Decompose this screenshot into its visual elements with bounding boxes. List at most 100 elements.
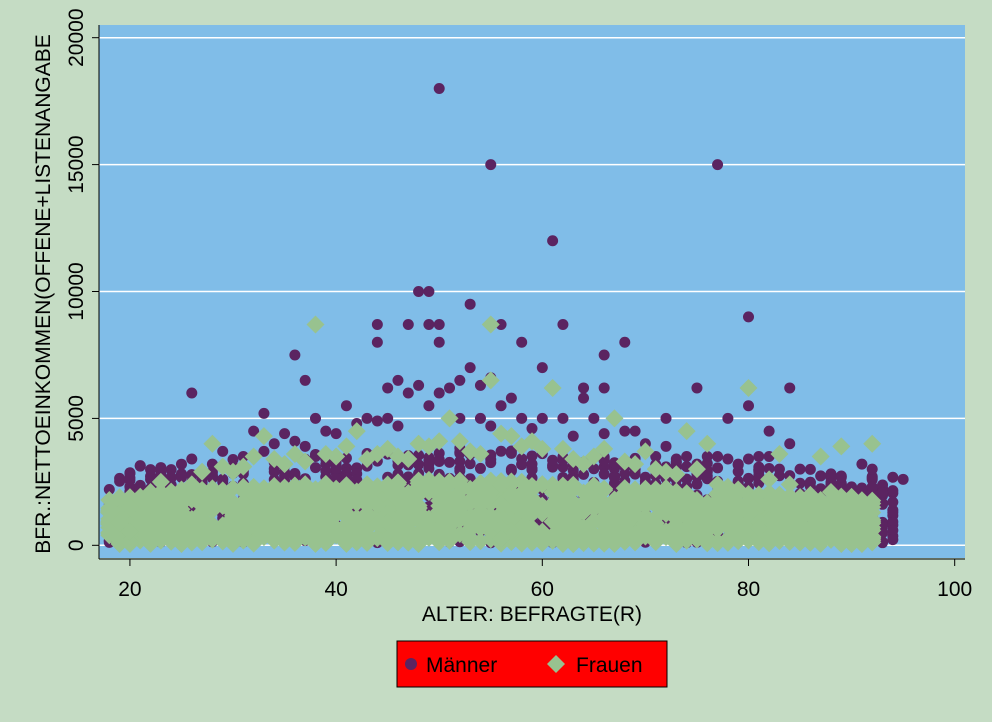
point-maenner bbox=[804, 463, 816, 475]
point-frauen bbox=[595, 481, 614, 500]
point-frauen bbox=[523, 533, 541, 552]
point-frauen bbox=[502, 485, 521, 504]
point-frauen bbox=[275, 522, 294, 541]
point-frauen bbox=[533, 504, 552, 523]
point-maenner bbox=[330, 428, 342, 440]
point-maenner bbox=[330, 472, 342, 484]
point-maenner bbox=[258, 445, 270, 457]
point-maenner bbox=[722, 453, 734, 465]
point-maenner bbox=[444, 382, 456, 394]
point-maenner bbox=[856, 482, 868, 494]
point-maenner bbox=[371, 415, 383, 427]
point-maenner bbox=[392, 420, 404, 432]
point-maenner bbox=[485, 420, 497, 432]
point-maenner bbox=[856, 458, 868, 470]
point-frauen bbox=[162, 532, 181, 551]
point-maenner bbox=[103, 483, 115, 495]
point-frauen bbox=[461, 513, 480, 532]
point-maenner bbox=[629, 425, 641, 437]
axis-ticks: 0 5000 10000 15000 20000 20 40 60 80 100 bbox=[65, 8, 972, 601]
point-frauen bbox=[450, 499, 469, 518]
point-frauen bbox=[440, 472, 459, 491]
point-frauen bbox=[492, 495, 511, 514]
point-frauen bbox=[409, 534, 428, 553]
point-frauen bbox=[265, 494, 284, 513]
point-maenner bbox=[815, 470, 827, 482]
point-frauen bbox=[254, 427, 273, 446]
point-maenner bbox=[474, 462, 486, 474]
point-maenner bbox=[371, 318, 383, 330]
point-frauen bbox=[347, 422, 366, 441]
point-maenner bbox=[557, 318, 569, 330]
point-frauen bbox=[698, 534, 717, 553]
point-maenner bbox=[608, 472, 620, 484]
point-maenner bbox=[361, 412, 373, 424]
point-maenner bbox=[402, 318, 414, 330]
point-maenner bbox=[712, 450, 724, 462]
point-maenner bbox=[660, 440, 672, 452]
point-frauen bbox=[595, 516, 614, 535]
point-frauen bbox=[512, 483, 531, 502]
point-frauen bbox=[811, 447, 830, 466]
point-frauen bbox=[234, 522, 253, 541]
point-maenner bbox=[495, 445, 507, 457]
point-maenner bbox=[794, 477, 806, 489]
point-maenner bbox=[454, 412, 466, 424]
point-maenner bbox=[578, 382, 590, 394]
point-maenner bbox=[413, 286, 425, 297]
point-frauen bbox=[615, 483, 634, 502]
point-maenner bbox=[382, 382, 394, 394]
point-frauen bbox=[729, 526, 748, 545]
point-frauen bbox=[687, 460, 706, 479]
point-frauen bbox=[141, 529, 160, 548]
point-frauen bbox=[275, 455, 294, 474]
point-frauen bbox=[254, 517, 273, 536]
point-maenner bbox=[619, 336, 631, 348]
point-frauen bbox=[626, 455, 645, 474]
point-frauen bbox=[698, 434, 717, 453]
point-maenner bbox=[804, 476, 816, 488]
point-maenner bbox=[248, 425, 260, 437]
point-maenner bbox=[330, 462, 342, 474]
point-frauen bbox=[605, 534, 624, 553]
point-frauen bbox=[182, 513, 201, 532]
point-frauen bbox=[430, 519, 449, 538]
point-frauen bbox=[440, 499, 459, 518]
point-maenner bbox=[464, 298, 476, 310]
x-tick-label: 20 bbox=[118, 578, 141, 601]
point-maenner bbox=[485, 457, 497, 469]
y-tick-label: 15000 bbox=[65, 135, 88, 193]
point-maenner bbox=[464, 458, 476, 470]
point-maenner bbox=[578, 392, 590, 404]
point-frauen bbox=[677, 491, 696, 510]
point-frauen bbox=[275, 500, 294, 519]
point-maenner bbox=[217, 445, 229, 457]
point-maenner bbox=[887, 524, 899, 536]
point-frauen bbox=[492, 519, 511, 538]
point-maenner bbox=[557, 412, 569, 424]
point-maenner bbox=[186, 387, 198, 399]
point-frauen bbox=[471, 532, 490, 551]
point-frauen bbox=[523, 522, 541, 541]
point-frauen bbox=[543, 378, 562, 397]
point-frauen bbox=[316, 503, 335, 522]
point-maenner bbox=[763, 462, 775, 474]
point-frauen bbox=[687, 506, 706, 525]
point-maenner bbox=[505, 447, 517, 459]
point-maenner bbox=[887, 534, 899, 546]
point-frauen bbox=[492, 529, 511, 548]
point-maenner bbox=[567, 430, 579, 442]
x-tick-label: 40 bbox=[324, 578, 347, 601]
point-frauen bbox=[347, 482, 366, 501]
point-frauen bbox=[718, 501, 737, 520]
point-maenner bbox=[784, 438, 796, 450]
point-maenner bbox=[217, 473, 229, 485]
point-frauen bbox=[306, 315, 325, 334]
point-maenner bbox=[887, 506, 899, 518]
point-maenner bbox=[773, 463, 785, 475]
point-frauen bbox=[471, 495, 490, 514]
point-maenner bbox=[320, 425, 332, 437]
point-maenner bbox=[495, 318, 507, 330]
point-maenner bbox=[516, 458, 528, 470]
point-maenner bbox=[516, 336, 528, 348]
